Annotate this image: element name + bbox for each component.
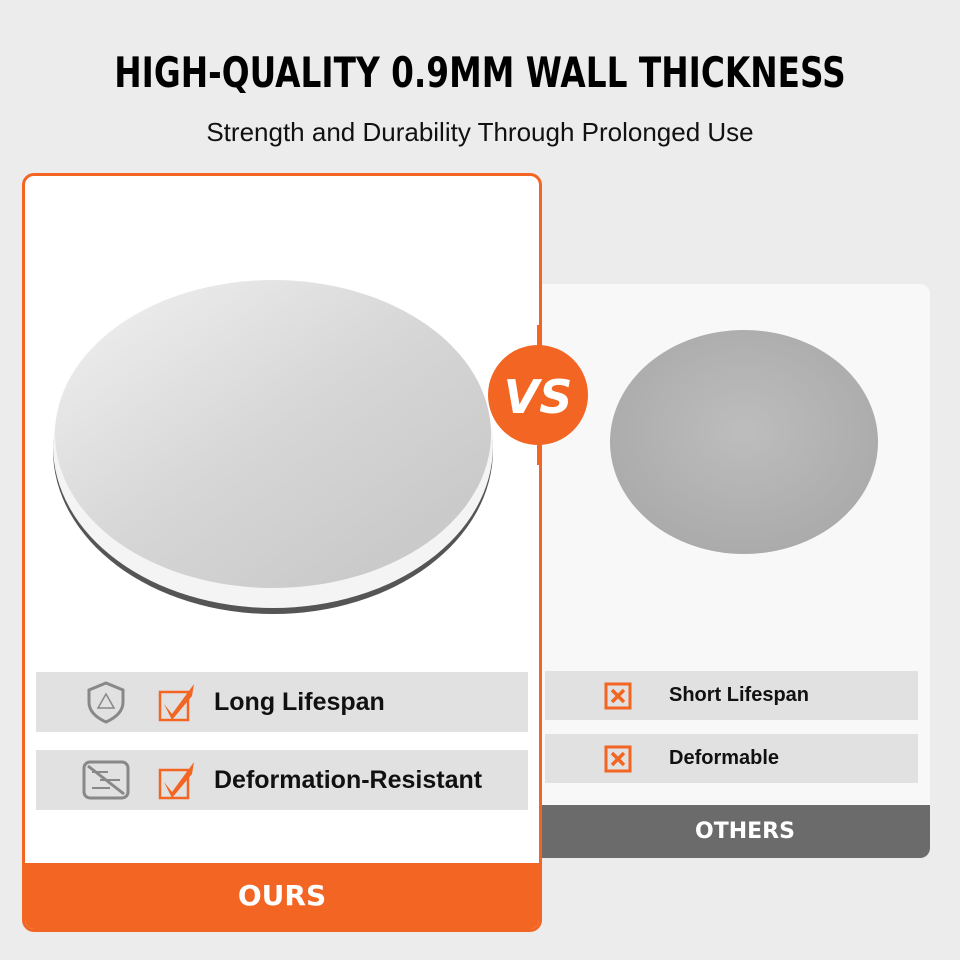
page-title: HIGH-QUALITY 0.9MM WALL THICKNESS [114,48,846,97]
checkbox-check-icon [158,684,194,722]
shield-icon [87,681,125,724]
feature-text: Long Lifespan [214,687,385,716]
other-lid-image [610,330,878,554]
others-feature-row: Deformable [545,734,918,783]
ours-label: OURS [25,863,539,929]
page-subtitle: Strength and Durability Through Prolonge… [206,117,754,147]
ours-feature-row: Long Lifespan [36,672,528,732]
our-lid-image [53,280,493,614]
feature-text: Deformable [669,747,780,769]
feature-text: Deformation-Resistant [214,765,483,794]
ours-card: Long Lifespan Deformation-Resistant OURS [22,173,542,932]
checkbox-check-icon [158,762,194,800]
vs-badge: VS [488,325,588,465]
others-feature-row: Short Lifespan [545,671,918,720]
ours-feature-row: Deformation-Resistant [36,750,528,810]
others-label: OTHERS [520,805,930,858]
x-box-icon [604,745,632,772]
feature-text: Short Lifespan [669,684,810,706]
x-box-icon [604,682,632,709]
no-deformation-icon [82,760,130,800]
others-card: Short Lifespan Deformable OTHERS [520,284,930,858]
